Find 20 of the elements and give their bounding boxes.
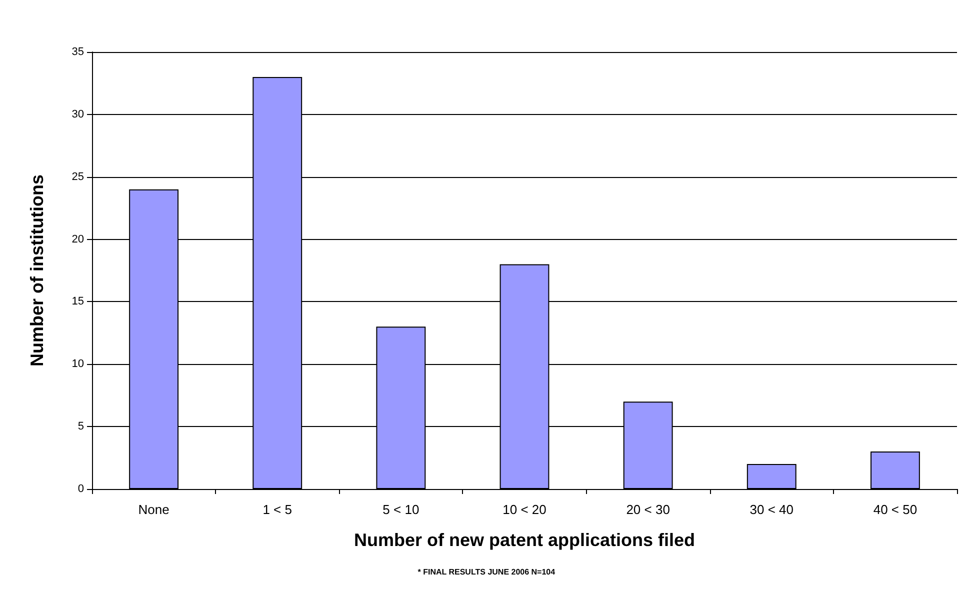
y-tick-label: 5	[78, 420, 84, 433]
x-tick-label: 1 < 5	[262, 502, 292, 517]
y-tick-label: 25	[72, 170, 84, 183]
y-tick-label: 15	[72, 296, 84, 308]
x-tick-label: 20 < 30	[626, 502, 670, 517]
x-tick-label: 30 < 40	[750, 502, 794, 517]
text: * FINAL RESULTS JUNE 2006 N=104	[418, 568, 556, 576]
x-axis-title: Number of new patent applications filed	[354, 530, 696, 550]
y-tick-label: 30	[72, 108, 84, 120]
x-tick-label: 5 < 10	[382, 502, 420, 517]
x-tick-label: None	[138, 502, 170, 517]
bar	[746, 464, 796, 489]
y-axis-title: Number of institutions	[27, 174, 47, 366]
y-tick-label: 20	[72, 233, 84, 246]
bar	[870, 452, 920, 489]
y-tick-label: 10	[72, 358, 84, 370]
x-tick-label: 40 < 50	[873, 502, 918, 517]
x-tick-label: 10 < 20	[502, 502, 546, 517]
y-tick-label: 35	[72, 46, 84, 58]
y-tick-label: 0	[78, 483, 84, 495]
